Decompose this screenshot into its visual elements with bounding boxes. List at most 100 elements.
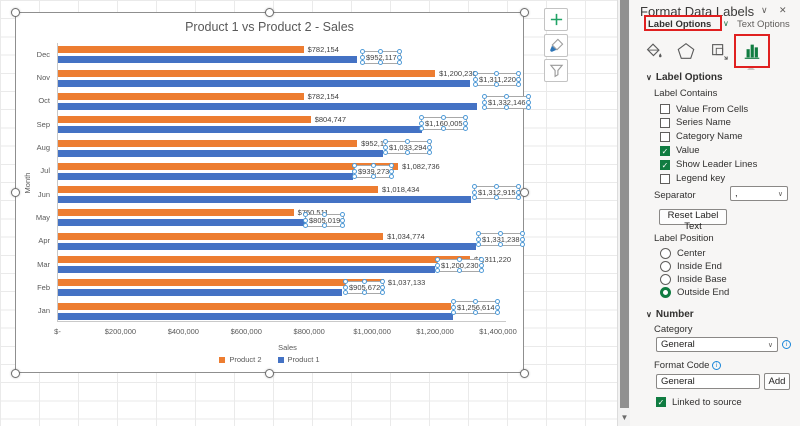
data-label-product-1-selected[interactable]: $1,033,294 — [383, 139, 432, 155]
bar-product-1[interactable] — [57, 289, 343, 297]
label-selection-handle[interactable] — [370, 163, 376, 168]
bar-product-2[interactable] — [57, 69, 436, 77]
label-selection-handle[interactable] — [451, 299, 456, 304]
label-selection-handle[interactable] — [519, 231, 525, 236]
chart-resize-handle[interactable] — [10, 7, 20, 17]
chart-options-icon[interactable] — [740, 39, 764, 63]
data-label-product-2[interactable]: $782,154 — [307, 45, 339, 55]
data-label-product-1-selected[interactable]: $1,312,915 — [472, 184, 521, 200]
data-label-product-1-selected[interactable]: $905,672 — [343, 279, 386, 295]
label-selection-handle[interactable] — [426, 144, 432, 150]
label-selection-handle[interactable] — [451, 304, 456, 310]
checkbox-checked-icon[interactable]: ✓ — [656, 397, 666, 407]
label-selection-handle[interactable] — [497, 242, 503, 247]
label-selection-handle[interactable] — [494, 299, 500, 304]
data-label-product-2[interactable]: $1,034,774 — [387, 231, 425, 241]
label-selection-handle[interactable] — [440, 126, 446, 131]
label-selection-handle[interactable] — [303, 217, 308, 223]
label-selection-handle[interactable] — [383, 139, 388, 144]
label-selection-handle[interactable] — [343, 279, 348, 284]
chart-styles-button[interactable] — [544, 34, 568, 57]
radio-row-center[interactable]: Center — [660, 247, 706, 259]
label-selection-handle[interactable] — [494, 310, 500, 315]
chart-resize-handle[interactable] — [519, 368, 529, 378]
label-selection-handle[interactable] — [361, 290, 367, 295]
data-label-product-1-selected[interactable]: $939,273 — [352, 163, 395, 179]
add-button[interactable]: Add — [764, 373, 790, 390]
legend-item[interactable]: Product 2 — [219, 355, 262, 364]
label-selection-handle[interactable] — [370, 174, 376, 179]
data-label-product-1-selected[interactable]: $805,019 — [303, 212, 346, 228]
chart-area[interactable]: Product 1 vs Product 2 - Sales Dec $782,1… — [15, 12, 531, 373]
tab-text-options[interactable]: Text Options — [737, 19, 790, 30]
effects-icon[interactable] — [674, 39, 698, 63]
label-selection-handle[interactable] — [380, 290, 386, 295]
label-selection-handle[interactable] — [525, 94, 531, 99]
label-selection-handle[interactable] — [515, 184, 521, 189]
label-selection-handle[interactable] — [396, 60, 402, 65]
label-selection-handle[interactable] — [419, 120, 424, 126]
section-number[interactable]: ∨ Number — [646, 309, 694, 320]
bar-product-1[interactable] — [57, 266, 436, 273]
checkbox-checked-icon[interactable]: ✓ — [660, 159, 670, 170]
checkbox-unchecked-icon[interactable] — [660, 104, 670, 114]
data-label-product-2[interactable]: $1,037,133 — [387, 278, 426, 288]
label-selection-handle[interactable] — [389, 163, 395, 168]
label-selection-handle[interactable] — [426, 150, 432, 155]
data-label-product-1-selected[interactable]: $1,160,005 — [419, 115, 468, 131]
data-label-product-1-selected[interactable]: $1,200,230 — [435, 257, 484, 273]
label-selection-handle[interactable] — [519, 242, 525, 247]
reset-label-text-button[interactable]: Reset Label Text — [659, 209, 727, 232]
label-selection-handle[interactable] — [360, 60, 365, 65]
bar-product-1[interactable] — [57, 79, 471, 87]
label-selection-handle[interactable] — [321, 223, 327, 228]
label-selection-handle[interactable] — [380, 279, 386, 284]
info-icon[interactable]: i — [712, 361, 722, 370]
label-selection-handle[interactable] — [380, 284, 386, 290]
bar-product-1[interactable] — [57, 102, 477, 110]
data-label-product-2[interactable]: $1,311,220 — [474, 255, 512, 264]
tab-label-options[interactable]: Label Options — [648, 19, 712, 30]
label-selection-handle[interactable] — [472, 310, 478, 315]
label-selection-handle[interactable] — [352, 174, 357, 179]
checkbox-row-legend-key[interactable]: Legend key — [660, 173, 725, 185]
data-label-product-1-selected[interactable]: $1,331,238 — [476, 231, 525, 247]
pane-close-icon[interactable]: ✕ — [779, 5, 787, 15]
bar-product-1[interactable] — [57, 219, 311, 227]
scrollbar-thumb[interactable] — [620, 0, 629, 408]
label-selection-handle[interactable] — [482, 94, 487, 99]
chart-resize-handle[interactable] — [519, 188, 529, 197]
label-selection-handle[interactable] — [343, 290, 348, 295]
label-selection-handle[interactable] — [404, 150, 410, 155]
label-selection-handle[interactable] — [456, 268, 462, 273]
data-label-product-2[interactable]: $782,154 — [307, 91, 339, 101]
label-selection-handle[interactable] — [440, 115, 446, 120]
data-label-product-1-selected[interactable]: $1,332,146 — [482, 94, 531, 110]
label-selection-handle[interactable] — [525, 99, 531, 105]
label-selection-handle[interactable] — [340, 212, 346, 217]
label-selection-handle[interactable] — [493, 195, 499, 200]
data-label-product-2[interactable]: $952,117 — [361, 138, 392, 148]
label-selection-handle[interactable] — [515, 82, 521, 87]
data-label-product-1-selected[interactable]: $952,117 — [360, 49, 402, 65]
data-label-product-2[interactable]: $1,018,434 — [381, 185, 420, 195]
x-axis-title[interactable]: Sales — [278, 343, 297, 352]
label-selection-handle[interactable] — [472, 184, 477, 189]
label-selection-handle[interactable] — [396, 54, 402, 60]
label-selection-handle[interactable] — [515, 71, 521, 76]
data-label-product-1-selected[interactable]: $1,256,614 — [451, 299, 500, 315]
label-selection-handle[interactable] — [435, 268, 440, 273]
label-selection-handle[interactable] — [419, 115, 424, 120]
label-selection-handle[interactable] — [525, 105, 531, 110]
bar-product-2[interactable] — [57, 116, 311, 124]
bar-product-2[interactable] — [57, 139, 358, 147]
checkbox-row-show-leader-lines[interactable]: ✓ Show Leader Lines — [660, 159, 757, 171]
checkbox-row-value[interactable]: ✓ Value — [660, 145, 700, 157]
label-selection-handle[interactable] — [343, 284, 348, 290]
checkbox-unchecked-icon[interactable] — [660, 173, 670, 184]
label-selection-handle[interactable] — [360, 54, 365, 60]
data-label-product-2[interactable]: $750,511 — [297, 208, 329, 218]
y-axis-title[interactable]: Month — [23, 172, 32, 194]
label-selection-handle[interactable] — [476, 231, 481, 236]
chart-resize-handle[interactable] — [519, 7, 529, 17]
